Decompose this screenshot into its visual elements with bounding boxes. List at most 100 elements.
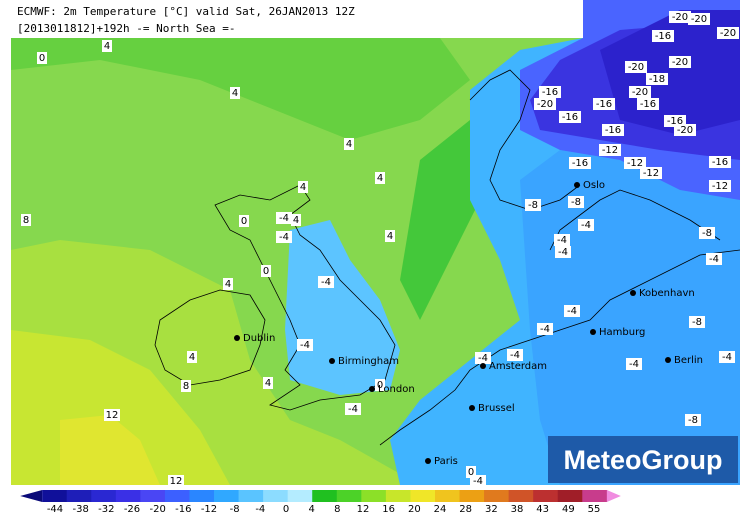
isotherm-label-box: [21, 214, 31, 226]
isotherm-label: -4: [557, 235, 567, 246]
isotherm-label-box: [689, 316, 705, 328]
isotherm-label-box: [706, 253, 722, 265]
isotherm-label: -20: [537, 99, 553, 110]
isotherm-label: 4: [104, 41, 110, 52]
isotherm-label: -4: [473, 476, 483, 487]
colorbar-tick-label: 8: [334, 504, 340, 515]
colorbar-segment: [91, 490, 117, 502]
temp-zone-16: [60, 415, 160, 485]
colorbar-tick-label: 38: [511, 504, 524, 515]
isotherm-label: 4: [225, 279, 231, 290]
city-marker: [590, 329, 596, 335]
isotherm-label: -16: [655, 31, 671, 42]
isotherm-label: -20: [632, 87, 648, 98]
isotherm-label: 12: [170, 476, 183, 487]
isotherm-label-box: [564, 305, 580, 317]
isotherm-label-box: [709, 180, 731, 192]
isotherm-label-box: [624, 157, 646, 169]
map-subtitle: [2013011812]+192h -= North Sea =-: [17, 22, 236, 35]
isotherm-label-box: [168, 475, 184, 487]
isotherm-label-box: [276, 231, 292, 243]
isotherm-label-box: [625, 61, 647, 73]
isotherm-label-box: [674, 124, 696, 136]
isotherm-label-box: [318, 276, 334, 288]
isotherm-label-box: [37, 52, 47, 64]
colorbar-arrow: [20, 490, 43, 502]
isotherm-label: -16: [640, 99, 656, 110]
isotherm-label: 0: [377, 380, 383, 391]
isotherm-label-box: [263, 377, 273, 389]
isotherm-label: -8: [688, 415, 698, 426]
isotherm-label-box: [554, 234, 570, 246]
temp-zone-4: [11, 38, 470, 140]
colorbar-tick-label: -26: [124, 504, 140, 515]
isotherm-label: -4: [629, 359, 639, 370]
isotherm-label-box: [345, 403, 361, 415]
isotherm-label-box: [578, 219, 594, 231]
isotherm-label: -16: [596, 99, 612, 110]
temp-zone-sea: [400, 120, 480, 320]
colorbar-segment: [459, 490, 485, 502]
colorbar-tick-label: -4: [255, 504, 265, 515]
city-marker: [480, 363, 486, 369]
isotherm-label: -4: [279, 232, 289, 243]
isotherm-label-box: [534, 98, 556, 110]
city-name: Hamburg: [599, 327, 645, 338]
isotherm-label: -12: [602, 145, 618, 156]
logo-box: [548, 436, 738, 483]
isotherm-label-box: [669, 56, 691, 68]
isotherm-label: -4: [581, 220, 591, 231]
isotherm-label: -16: [542, 87, 558, 98]
isotherm-label: -4: [567, 306, 577, 317]
isotherm-label-box: [717, 27, 739, 39]
city-marker: [369, 386, 375, 392]
colorbar-segment: [557, 490, 583, 502]
isotherm-label-box: [230, 87, 240, 99]
colorbar-tick-label: 43: [536, 504, 549, 515]
temp-zone-minus8: [520, 150, 740, 485]
isotherm-label-box: [699, 227, 715, 239]
isotherm-label: -4: [300, 340, 310, 351]
isotherm-labels: -20 -20-16 -20-20-20-18-16 -20-16-16-20-16-…: [21, 11, 739, 487]
colorbar-segment: [508, 490, 534, 502]
isotherm-label-box: [187, 351, 197, 363]
colorbar-segment: [238, 490, 264, 502]
isotherm-label: -12: [643, 168, 659, 179]
isotherm-label-box: [375, 379, 385, 391]
isotherm-label-box: [466, 466, 476, 478]
isotherm-label-box: [291, 214, 301, 226]
isotherm-label-box: [593, 98, 615, 110]
colorbar-segment: [263, 490, 289, 502]
city-name: Brussel: [478, 403, 515, 414]
coastline-britain: [214, 184, 396, 411]
colorbar-segment: [410, 490, 436, 502]
colorbar-tick-label: 49: [562, 504, 575, 515]
colorbar-tick-label: -12: [201, 504, 217, 515]
colorbar-tick-label: -38: [72, 504, 88, 515]
isotherm-label: 0: [468, 467, 474, 478]
isotherm-label-box: [104, 409, 120, 421]
city-name: Kobenhavn: [639, 288, 695, 299]
colorbar-segment: [385, 490, 411, 502]
colorbar-segment: [287, 490, 313, 502]
isotherm-label: 4: [232, 88, 238, 99]
isotherm-label-box: [223, 278, 233, 290]
isotherm-label: 4: [300, 182, 306, 193]
isotherm-label-box: [719, 351, 735, 363]
logo: MeteoGroup: [564, 445, 723, 475]
isotherm-label-box: [475, 352, 491, 364]
colorbar-tick-label: 24: [434, 504, 447, 515]
city-marker: [425, 458, 431, 464]
isotherm-label-box: [525, 199, 541, 211]
isotherm-label: -20: [677, 125, 693, 136]
coastline-scandinavia: [549, 189, 721, 251]
isotherm-label-box: [559, 111, 581, 123]
isotherm-label-box: [507, 349, 523, 361]
city-marker: [469, 405, 475, 411]
isotherm-label: -4: [321, 277, 331, 288]
isotherm-label-box: [640, 167, 662, 179]
colorbar-tick-label: -8: [230, 504, 240, 515]
isotherm-label: 4: [189, 352, 195, 363]
isotherm-label: -16: [572, 158, 588, 169]
isotherm-label: 4: [387, 231, 393, 242]
